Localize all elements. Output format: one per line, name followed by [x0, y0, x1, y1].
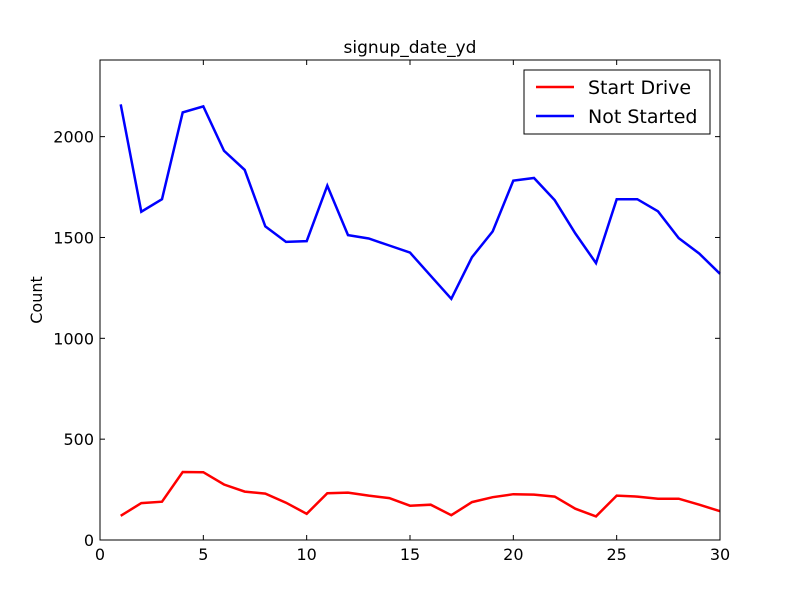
x-tick-label: 0 — [95, 545, 105, 564]
axis-ticks: 0 5 10 15 20 25 30 0 500 1000 1500 2000 — [53, 60, 730, 564]
x-tick-label: 5 — [198, 545, 208, 564]
x-tick-label: 10 — [296, 545, 316, 564]
x-tick-label: 25 — [606, 545, 626, 564]
legend: Start Drive Not Started — [523, 69, 711, 135]
x-tick-label: 30 — [710, 545, 730, 564]
y-axis-label: Count — [27, 276, 46, 324]
y-tick-label: 1500 — [53, 228, 94, 247]
y-tick-label: 1000 — [53, 329, 94, 348]
legend-label: Start Drive — [588, 77, 691, 99]
y-tick-label: 0 — [84, 531, 94, 550]
legend-label: Not Started — [588, 106, 698, 128]
y-tick-label: 2000 — [53, 128, 94, 147]
series-line-1 — [120, 470, 721, 518]
x-tick-label: 15 — [400, 545, 420, 564]
series-line-2 — [119, 104, 721, 302]
x-tick-label: 20 — [503, 545, 523, 564]
legend-box — [523, 69, 711, 135]
chart-title: signup_date_yd — [344, 38, 477, 58]
y-tick-label: 500 — [63, 430, 94, 449]
